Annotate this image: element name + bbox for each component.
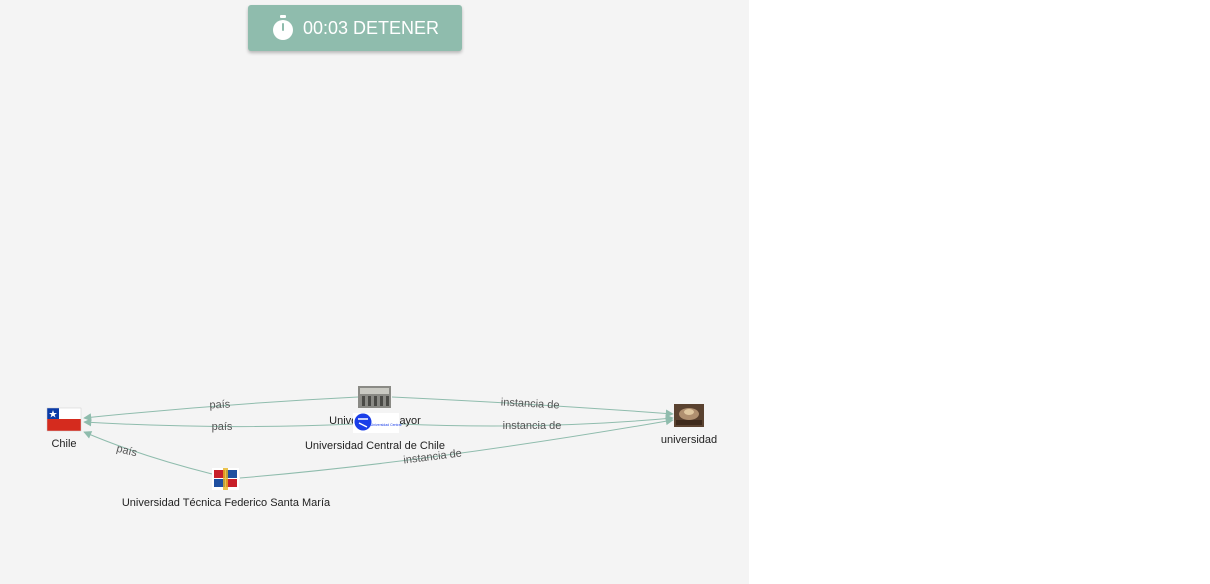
- node-label: Chile: [51, 438, 76, 450]
- edge-utfsm-chile: [83, 431, 213, 475]
- edge-label-pais: país: [209, 398, 231, 411]
- node-label: universidad: [661, 434, 717, 446]
- knowledge-graph: país país país instancia de instancia de…: [46, 386, 717, 509]
- edge-mayor-chile: [83, 396, 359, 422]
- edge-label-instancia: instancia de: [501, 396, 560, 411]
- right-panel: [749, 0, 1210, 584]
- timer-value: 00:03: [302, 17, 349, 38]
- edge-label-pais: país: [212, 421, 233, 433]
- node-utfsm[interactable]: Universidad Técnica Federico Santa María: [122, 468, 331, 509]
- edge-central-universidad: [399, 414, 674, 427]
- node-label: Universidad Central de Chile: [305, 440, 445, 452]
- svg-text:Universidad Central: Universidad Central: [371, 423, 402, 427]
- university-hall-image: [674, 404, 704, 427]
- stop-label: DETENER: [353, 17, 440, 38]
- graph-canvas[interactable]: 00:03 DETENER país país país instancia d…: [0, 0, 749, 584]
- edge-label-instancia: instancia de: [503, 420, 562, 432]
- edge-mayor-universidad: [391, 396, 674, 418]
- chile-flag-icon: [46, 407, 82, 432]
- node-universidad-central[interactable]: Universidad Central Universidad Central …: [305, 413, 445, 452]
- utfsm-shield-icon: [212, 468, 239, 490]
- edge-utfsm-universidad: [239, 417, 674, 479]
- node-chile[interactable]: Chile: [46, 407, 82, 450]
- stop-timer-button[interactable]: 00:03 DETENER: [248, 5, 462, 51]
- stopwatch-icon: [271, 15, 295, 41]
- node-label: Universidad Técnica Federico Santa María: [122, 497, 331, 509]
- building-photo-image: [358, 386, 391, 408]
- node-universidad[interactable]: universidad: [661, 404, 717, 446]
- edge-central-chile: [83, 418, 355, 428]
- universidad-central-logo: Universidad Central: [353, 413, 402, 433]
- edge-label-pais: país: [115, 443, 139, 460]
